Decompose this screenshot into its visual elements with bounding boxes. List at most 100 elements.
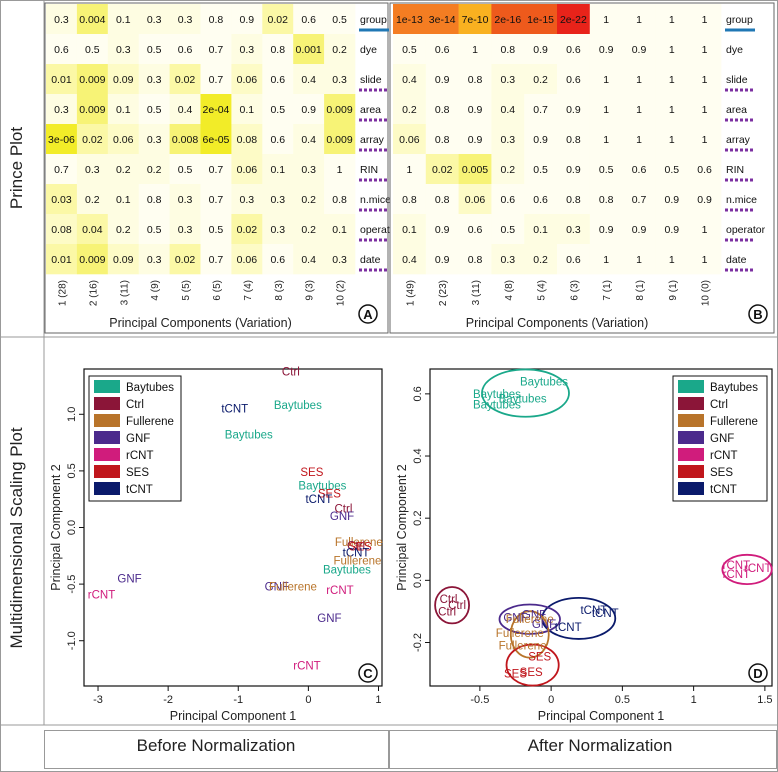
heatmap-cell	[458, 4, 492, 35]
cell-value: 1e-15	[527, 14, 554, 26]
heatmap-cell	[589, 184, 623, 215]
cell-value: 0.6	[566, 254, 581, 266]
heatmap-cell	[557, 184, 591, 215]
cell-value: 1	[636, 104, 642, 116]
cell-value: 0.008	[172, 134, 198, 146]
heatmap-cell	[138, 124, 170, 155]
row-label: group	[726, 14, 753, 26]
cell-value: 1e-13	[396, 14, 423, 26]
sample-label: Baytubes	[499, 394, 547, 406]
column-label: 6 (5)	[212, 280, 223, 301]
cell-value: 1	[702, 104, 708, 116]
heatmap-cell	[46, 124, 78, 155]
row-label-prince: Prince Plot	[7, 127, 26, 209]
cell-value: 0.5	[332, 14, 347, 26]
panel-badge	[748, 663, 768, 683]
heatmap-cell	[458, 244, 492, 275]
y-tick-label: 0.2	[412, 511, 424, 526]
column-box-before	[44, 730, 389, 769]
cell-value: 1	[702, 44, 708, 56]
cell-value: 0.3	[332, 254, 347, 266]
cell-value: 0.9	[566, 164, 581, 176]
heatmap-cell	[688, 124, 722, 155]
row-label: RIN	[360, 164, 378, 176]
heatmap-cell	[324, 94, 356, 125]
heatmap-cell	[200, 94, 232, 125]
heatmap-cell	[107, 154, 139, 185]
sample-label: tCNT	[221, 404, 248, 416]
cell-value: 0.7	[209, 254, 224, 266]
column-label: 7 (1)	[602, 280, 613, 301]
cell-value: 0.8	[147, 194, 162, 206]
cell-value: 0.8	[270, 44, 285, 56]
cluster-ellipse-fullerene	[509, 610, 550, 659]
cell-value: 0.09	[113, 74, 134, 86]
cell-value: 0.2	[116, 224, 131, 236]
heatmap-cell	[138, 4, 170, 35]
x-axis-title: Principal Components (Variation)	[109, 316, 292, 330]
column-label: 10 (2)	[336, 280, 347, 306]
cell-value: 0.7	[632, 194, 647, 206]
cell-value: 0.9	[468, 104, 483, 116]
cell-value: 0.3	[116, 44, 131, 56]
cell-value: 0.8	[468, 74, 483, 86]
cell-value: 1	[603, 254, 609, 266]
cell-value: 0.02	[237, 224, 258, 236]
heatmap-cell	[425, 244, 459, 275]
cell-value: 0.4	[178, 104, 193, 116]
heatmap-cell	[293, 124, 325, 155]
y-tick-label: 0.5	[66, 463, 78, 478]
heatmap-cell	[293, 244, 325, 275]
heatmap-cell	[491, 154, 525, 185]
cell-value: 0.6	[697, 164, 712, 176]
heatmap-cell	[458, 184, 492, 215]
cell-value: 0.6	[533, 194, 548, 206]
heatmap-cell	[200, 4, 232, 35]
cell-value: 0.3	[147, 254, 162, 266]
heatmap-cell	[262, 244, 294, 275]
cluster-ellipse-tcnt	[541, 596, 617, 640]
heatmap-cell	[76, 214, 109, 245]
heatmap-cell	[169, 244, 201, 275]
heatmap-cell	[425, 154, 459, 185]
cell-value: 1	[702, 74, 708, 86]
heatmap-cell	[169, 34, 201, 65]
heatmap-cell	[622, 124, 656, 155]
sample-label: Ctrl	[347, 541, 365, 553]
cell-value: 0.9	[301, 104, 316, 116]
cell-value: 0.5	[209, 224, 224, 236]
sample-label: GNF	[522, 610, 546, 622]
legend-label: Ctrl	[126, 399, 144, 411]
heatmap-cell	[293, 94, 325, 125]
cell-value: 0.009	[326, 134, 352, 146]
cell-value: 1	[669, 44, 675, 56]
cell-value: 0.3	[147, 134, 162, 146]
heatmap-cell	[76, 4, 109, 35]
legend-swatch	[678, 465, 704, 478]
heatmap-cell	[622, 94, 656, 125]
row-label: n.mice	[360, 194, 391, 206]
heatmap-cell	[324, 184, 356, 215]
heatmap-cell	[324, 124, 356, 155]
cell-value: 0.7	[209, 194, 224, 206]
cell-value: 0.9	[435, 224, 450, 236]
mds-plot-after: -0.5 0 0.5 1 1.5 -0.2 0.0 0.2 0.4 0.6 Principal Co…	[395, 368, 773, 723]
cell-value: 0.3	[178, 14, 193, 26]
heatmap-cell	[169, 214, 201, 245]
legend-label: SES	[710, 467, 733, 479]
legend-swatch	[678, 482, 704, 495]
cell-value: 0.4	[402, 74, 417, 86]
y-tick-label: -0.5	[66, 575, 78, 594]
heatmap-cell	[200, 64, 232, 95]
heatmap-cell	[107, 34, 139, 65]
row-label: array	[726, 134, 751, 146]
column-label: 8 (3)	[274, 280, 285, 301]
row-label: dye	[360, 44, 377, 56]
cell-value: 0.4	[500, 104, 515, 116]
cell-value: 0.6	[500, 194, 515, 206]
heatmap-cell	[557, 154, 591, 185]
cell-value: 0.9	[533, 134, 548, 146]
heatmap-cell	[458, 34, 492, 65]
cell-value: 0.001	[296, 44, 322, 56]
heatmap-cell	[169, 4, 201, 35]
